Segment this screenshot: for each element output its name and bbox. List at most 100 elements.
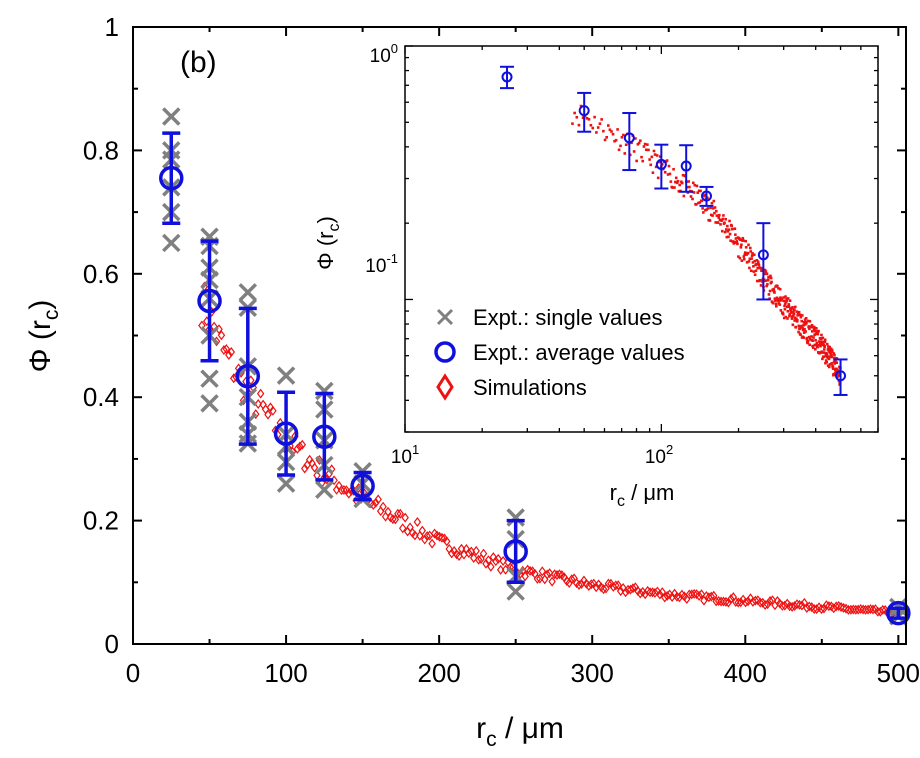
- inset-simulation-point: [788, 314, 791, 318]
- inset-simulation-point: [750, 257, 753, 260]
- main-y-tick-label: 1: [105, 12, 119, 42]
- inset-simulation-point: [820, 333, 823, 337]
- simulation-point: [785, 601, 794, 612]
- inset-average-value-point: [622, 112, 637, 172]
- inset-simulation-point: [820, 351, 824, 354]
- inset-simulation-point: [715, 214, 719, 217]
- inset-simulation-point: [726, 224, 729, 228]
- simulation-point: [555, 569, 564, 580]
- simulation-point: [526, 565, 534, 576]
- inset-simulation-point: [654, 165, 658, 169]
- inset-simulation-point: [755, 259, 759, 262]
- simulation-point: [225, 350, 233, 361]
- inset-simulation-point: [808, 327, 811, 331]
- inset-simulation-point: [616, 128, 619, 131]
- inset-simulation-point: [775, 296, 779, 300]
- inset-simulation-point: [667, 164, 671, 168]
- inset-simulation-point: [753, 259, 757, 263]
- inset-simulation-point: [813, 329, 817, 333]
- average-value-point: [503, 518, 528, 585]
- inset-simulation-point: [812, 336, 815, 339]
- inset-simulation-point: [824, 359, 828, 362]
- inset-simulation-point: [830, 362, 833, 365]
- average-value-point: [350, 470, 375, 502]
- simulation-point: [538, 566, 547, 577]
- legend: Expt.: single values Expt.: average valu…: [434, 305, 685, 401]
- inset-simulation-point: [678, 183, 681, 187]
- inset-simulation-point: [807, 325, 811, 328]
- inset-simulation-point: [610, 130, 613, 133]
- inset-simulation-point: [760, 267, 764, 270]
- inset-simulation-point: [797, 324, 801, 328]
- inset-simulation-point: [819, 344, 822, 348]
- simulation-point: [345, 488, 353, 499]
- inset-simulation-point: [614, 138, 618, 142]
- inset-simulation-point: [656, 176, 660, 180]
- inset-simulation-point: [809, 325, 813, 329]
- inset-simulation-point: [719, 223, 722, 226]
- simulation-point: [536, 573, 544, 584]
- simulation-point: [732, 596, 740, 607]
- simulation-point: [847, 604, 855, 615]
- main-x-axis-title: rc / μm: [476, 712, 564, 751]
- inset-simulation-point: [674, 176, 678, 180]
- simulation-point: [548, 576, 556, 587]
- inset-simulation-point: [591, 126, 595, 130]
- inset-simulation-point: [830, 353, 833, 357]
- inset-simulation-point: [607, 124, 610, 127]
- simulation-point: [421, 534, 429, 545]
- inset-simulation-point: [682, 194, 686, 198]
- inset-simulation-point: [797, 330, 800, 334]
- inset-simulation-point: [765, 284, 768, 288]
- inset-simulation-point: [764, 279, 767, 283]
- main-x-tick-label: 500: [877, 658, 920, 688]
- simulation-point: [788, 601, 796, 612]
- inset-simulation-point: [675, 181, 679, 185]
- average-value-point: [159, 131, 184, 225]
- inset-simulation-point: [827, 350, 831, 353]
- inset-simulation-point: [821, 340, 824, 344]
- inset-simulation-point: [756, 260, 760, 263]
- inset-simulation-point: [828, 355, 831, 359]
- simulation-point: [293, 443, 302, 454]
- inset-simulation-point: [830, 348, 834, 352]
- inset-simulation-point: [765, 272, 769, 276]
- inset-simulation-point: [782, 299, 786, 303]
- inset-simulation-point: [832, 357, 836, 360]
- inset-simulation-point: [785, 299, 789, 302]
- inset-simulation-point: [784, 300, 788, 304]
- inset-simulation-point: [828, 363, 832, 366]
- simulation-point: [866, 604, 875, 615]
- inset-simulation-point: [680, 181, 684, 185]
- inset-average-value-point: [756, 222, 771, 301]
- inset-simulation-point: [836, 374, 840, 377]
- inset-simulation-point: [598, 122, 602, 125]
- simulation-point: [217, 330, 226, 341]
- inset-simulation-point: [647, 148, 650, 152]
- inset-simulation-point: [663, 170, 667, 174]
- inset-simulation-point: [783, 304, 786, 308]
- average-value-point: [886, 600, 911, 626]
- inset-simulation-point: [639, 139, 642, 142]
- inset-simulation-point: [720, 229, 724, 233]
- inset-simulation-point: [752, 265, 755, 268]
- main-axis-ticks: 0 100 200 300 400 500 0 0.2 0.4 0.6 0.8 1: [83, 12, 920, 688]
- simulation-point: [567, 574, 576, 585]
- simulation-point: [227, 346, 236, 357]
- main-x-tick-label: 0: [126, 658, 140, 688]
- inset-simulation-point: [817, 340, 821, 343]
- simulation-point: [550, 569, 559, 580]
- inset-simulation-point: [706, 207, 710, 210]
- inset-simulation-point: [777, 297, 781, 301]
- inset-simulation-point: [694, 203, 698, 206]
- inset-simulation-point: [803, 318, 807, 321]
- inset-simulation-point: [758, 279, 762, 282]
- simulation-point: [849, 604, 858, 615]
- inset-simulation-point: [748, 246, 752, 250]
- simulation-point: [837, 602, 845, 613]
- inset-simulation-point: [798, 327, 802, 330]
- inset-simulation-point: [653, 153, 657, 156]
- inset-simulation-point: [579, 104, 583, 108]
- inset-simulation-point: [669, 180, 673, 183]
- simulation-point: [717, 596, 725, 607]
